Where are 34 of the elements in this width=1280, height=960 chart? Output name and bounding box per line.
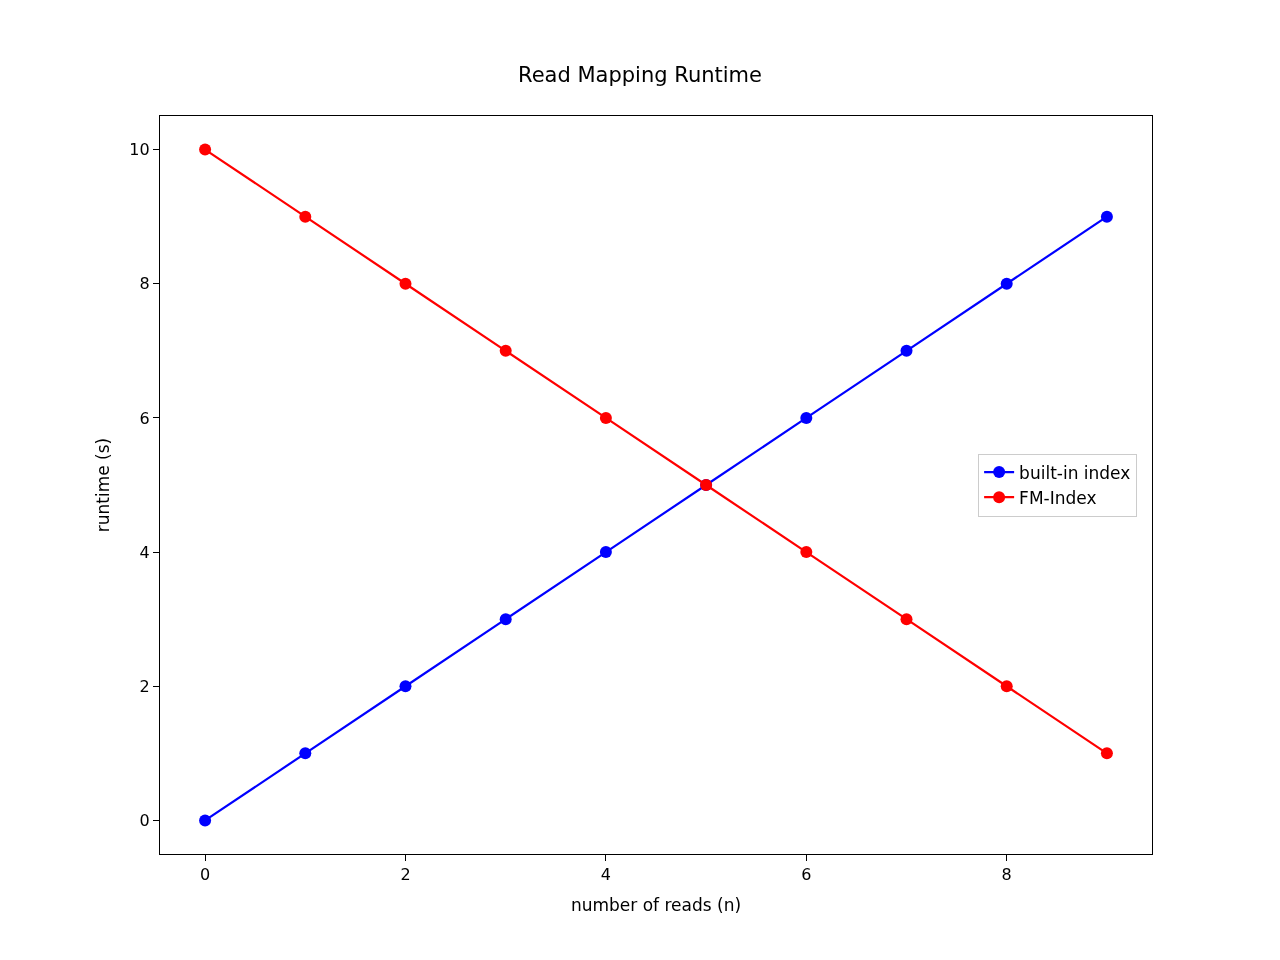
chart-title: Read Mapping Runtime — [518, 63, 762, 88]
point — [199, 143, 212, 156]
x-axis-title: number of reads (n) — [570, 894, 742, 915]
point — [1100, 747, 1113, 760]
point — [800, 411, 813, 424]
legend-label: built-in index — [1019, 462, 1131, 483]
x-tick-label: 0 — [200, 865, 211, 885]
y-tick-label: 6 — [139, 408, 150, 428]
y-tick-label: 8 — [139, 274, 150, 294]
y-tick-label: 0 — [139, 811, 150, 831]
y-tick-label: 10 — [129, 140, 150, 160]
point — [299, 747, 312, 760]
point — [1000, 277, 1013, 290]
point — [1000, 680, 1013, 693]
x-tick-label: 2 — [400, 865, 411, 885]
point — [1100, 210, 1113, 223]
x-tick-label: 6 — [801, 865, 812, 885]
point — [399, 680, 412, 693]
point — [900, 613, 913, 626]
point — [399, 277, 412, 290]
x-tick-label: 8 — [1001, 865, 1012, 885]
legend-label: FM-Index — [1019, 487, 1097, 508]
point — [599, 411, 612, 424]
point — [900, 344, 913, 357]
point — [499, 344, 512, 357]
point — [499, 613, 512, 626]
x-tick-label: 4 — [600, 865, 611, 885]
point — [299, 210, 312, 223]
y-tick-label: 2 — [139, 676, 150, 696]
y-axis-title: runtime (s) — [92, 437, 113, 533]
point — [599, 546, 612, 559]
point — [800, 546, 813, 559]
point — [199, 814, 212, 827]
y-tick-label: 4 — [139, 542, 150, 562]
